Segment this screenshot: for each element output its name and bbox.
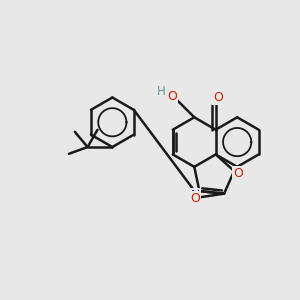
Text: O: O	[190, 192, 200, 205]
Text: H: H	[157, 85, 166, 98]
Text: N: N	[191, 188, 200, 202]
Text: O: O	[213, 92, 223, 104]
Text: O: O	[233, 167, 243, 179]
Text: O: O	[167, 91, 177, 103]
